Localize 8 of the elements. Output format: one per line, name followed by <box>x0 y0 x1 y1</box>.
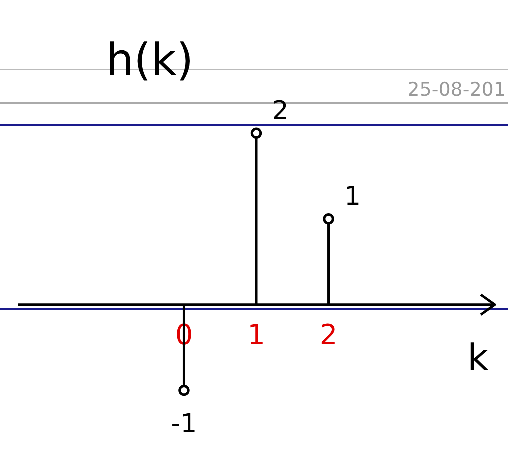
x-axis-title: k <box>468 338 489 379</box>
data-label: 2 <box>272 96 289 126</box>
x-tick-label: 2 <box>320 318 338 352</box>
x-tick-label: 1 <box>248 318 266 352</box>
data-label: -1 <box>171 410 198 440</box>
chart-title: h(k) <box>106 35 194 86</box>
text: 25-08-201 <box>408 79 506 101</box>
data-label: 1 <box>344 182 362 212</box>
